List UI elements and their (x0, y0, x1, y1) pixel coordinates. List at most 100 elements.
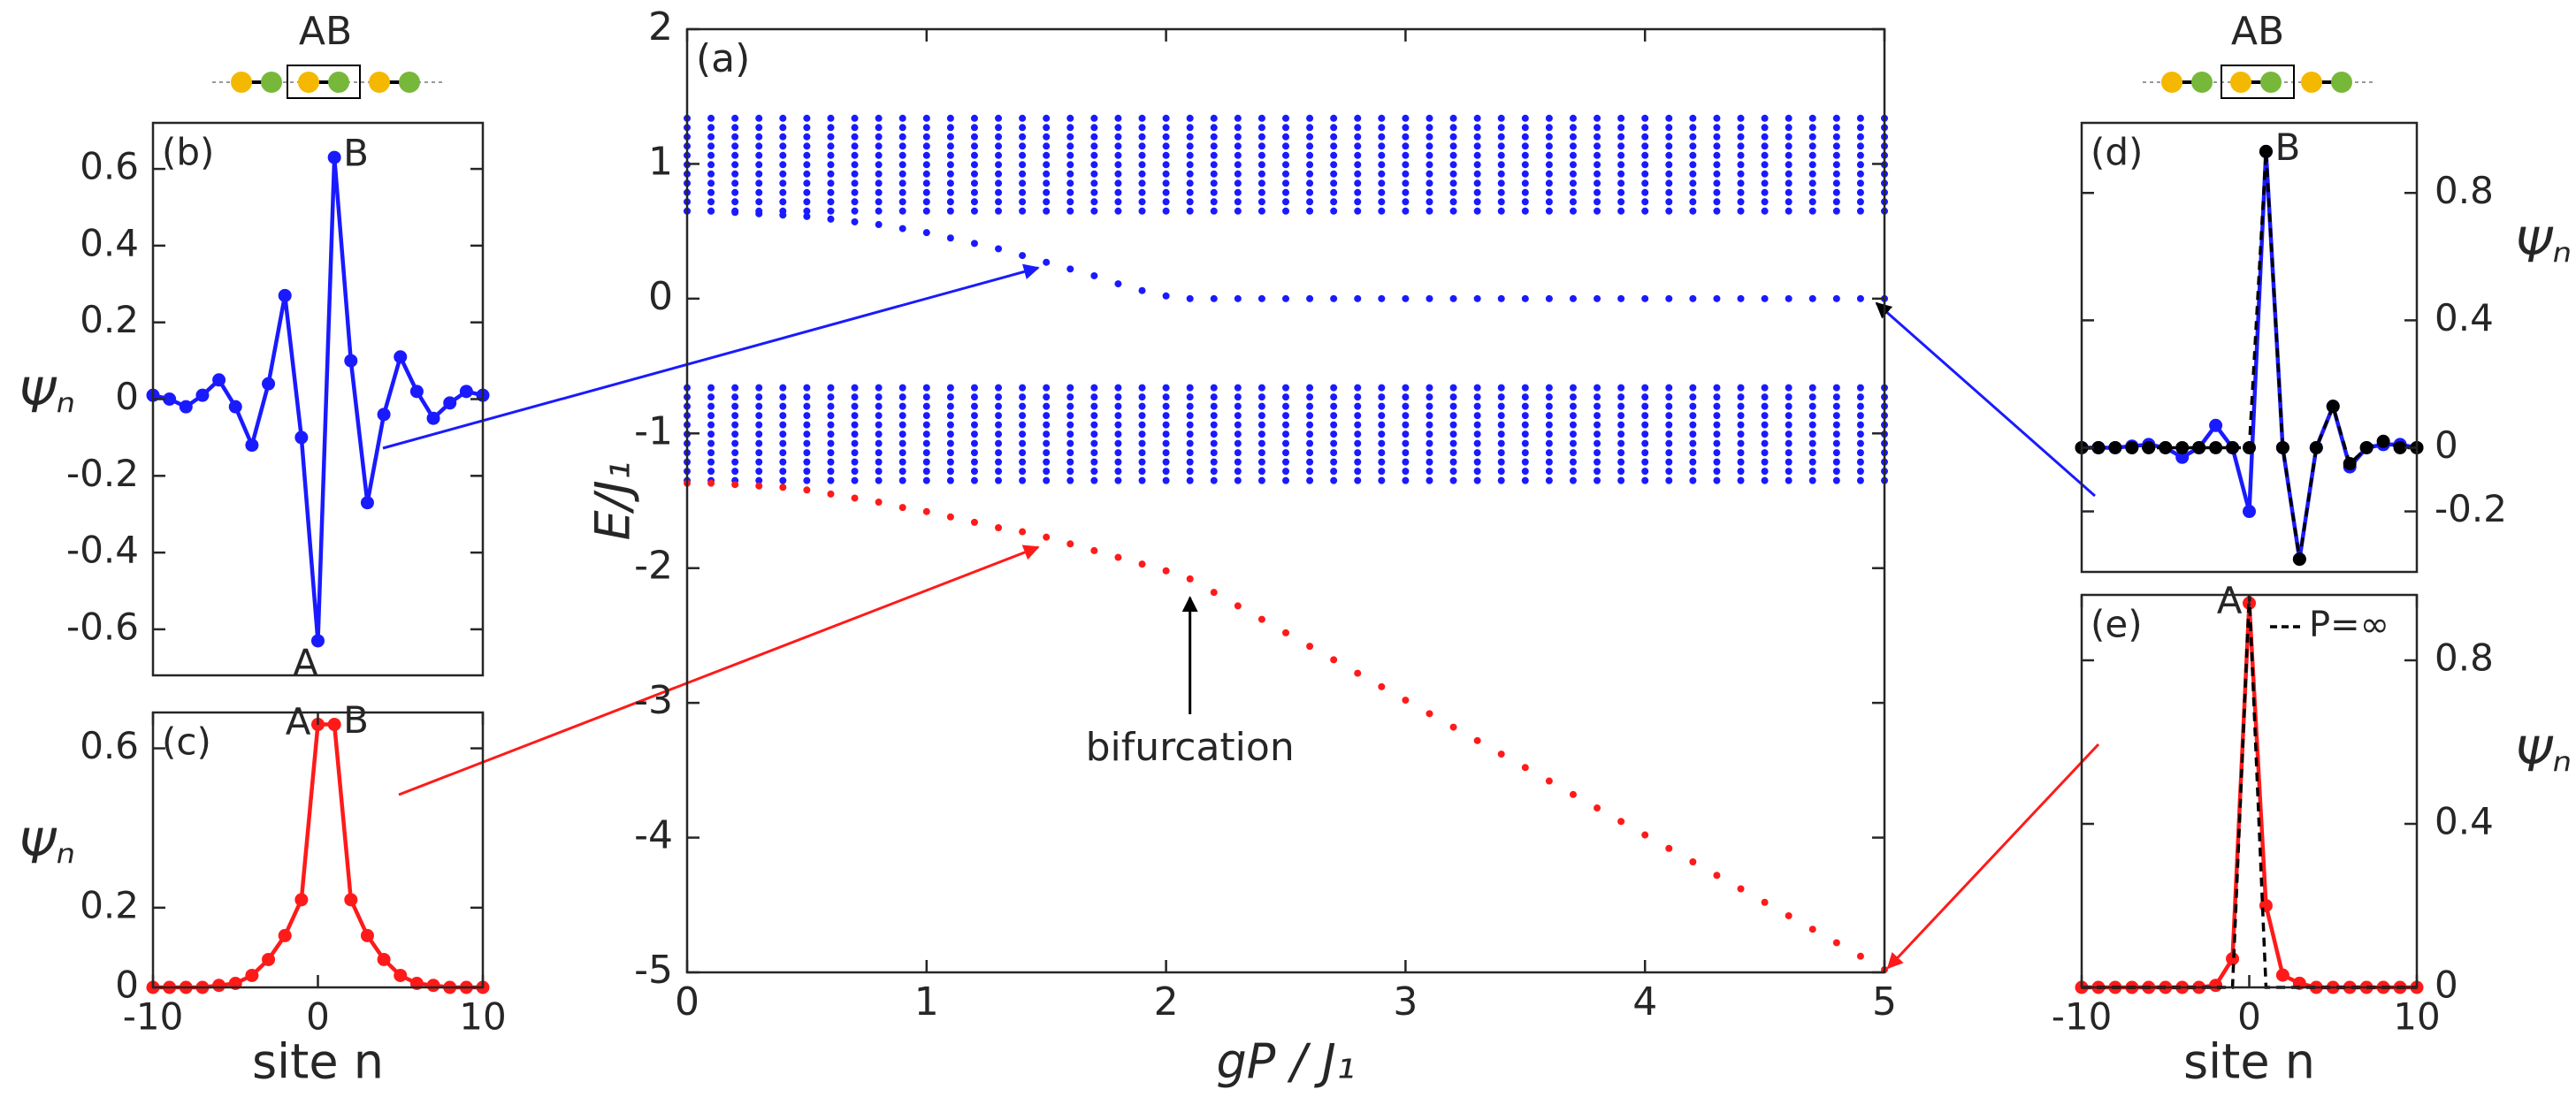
data-point (377, 952, 391, 966)
data-point (1066, 540, 1074, 548)
data-point (2326, 400, 2340, 414)
data-point (179, 400, 193, 414)
data-point (755, 482, 763, 490)
x-tick-label: -10 (2052, 995, 2113, 1039)
data-point (779, 211, 787, 219)
y-tick-label: 0 (115, 375, 139, 418)
axes-frame (2080, 593, 2419, 989)
data-point (262, 377, 276, 391)
connector-arrows (382, 263, 2100, 970)
data-point (970, 240, 978, 248)
data-point (1832, 294, 1840, 302)
data-point (875, 499, 883, 507)
data-point (2275, 968, 2289, 982)
data-point (707, 479, 715, 487)
data-point (2142, 440, 2156, 454)
data-point (851, 494, 859, 502)
data-point (1330, 656, 1338, 664)
data-point (875, 221, 883, 229)
data-point (426, 411, 440, 425)
y-tick-label: 0.8 (2435, 169, 2494, 212)
data-point (1138, 286, 1146, 294)
data-point (1808, 926, 1816, 933)
data-point (827, 490, 835, 498)
data-point (1162, 567, 1170, 575)
series-line (2082, 594, 2417, 989)
data-point (803, 212, 811, 220)
panel-label: (b) (162, 131, 214, 174)
y-tick-label: 2 (648, 4, 673, 50)
data-point (1569, 790, 1577, 798)
data-point (1426, 294, 1433, 302)
x-tick-label: 10 (459, 995, 506, 1039)
annotation: B (343, 132, 369, 175)
data-point (851, 217, 859, 225)
y-axis-label: Ψₙ (2515, 727, 2572, 782)
y-tick-label: 0 (648, 274, 673, 319)
data-point (731, 481, 739, 489)
y-tick-label: 1 (648, 139, 673, 184)
data-point (1713, 872, 1721, 880)
y-tick-label: 0.4 (2435, 296, 2494, 339)
data-point (1497, 750, 1505, 758)
data-point (1090, 271, 1098, 279)
data-point (1402, 294, 1410, 302)
data-point (1138, 560, 1146, 568)
y-tick-label: -0.4 (66, 529, 139, 572)
panel: -0.6 -0.4 -0.2 0 0.2 0.4 0.6 Ψₙ (b) A B (19, 121, 490, 684)
y-tick-label: 0.6 (80, 145, 139, 188)
y-tick-label: 0.6 (80, 724, 139, 767)
data-point (2359, 440, 2373, 454)
data-point (1761, 294, 1769, 302)
y-tick-label: 0.4 (2435, 800, 2494, 843)
data-point (1856, 294, 1864, 302)
x-axis-label: site n (252, 1034, 384, 1090)
data-point (1234, 602, 1242, 610)
y-axis-label: E/J₁ (585, 461, 641, 541)
data-point (970, 518, 978, 526)
data-point (1257, 615, 1265, 623)
panel-label: (a) (696, 36, 750, 81)
data-point (2209, 440, 2223, 454)
data-point (212, 979, 226, 993)
data-point (1737, 885, 1745, 893)
data-point (377, 408, 391, 422)
annotation: B (2274, 126, 2300, 169)
data-point (1545, 294, 1553, 302)
data-point (1785, 911, 1792, 919)
data-point (995, 245, 1003, 253)
data-point (1497, 294, 1505, 302)
data-point (459, 385, 473, 399)
data-point (1641, 294, 1649, 302)
data-point (1449, 294, 1457, 302)
data-point (409, 385, 424, 399)
x-axis-label: site n (2183, 1034, 2315, 1090)
panel-label: (c) (162, 720, 211, 764)
x-tick-label: 4 (1632, 979, 1657, 1025)
panel: -0.2 0 0.4 0.8 Ψₙ (d) B (2075, 121, 2572, 574)
data-point (245, 968, 259, 982)
annotation: A (293, 641, 318, 684)
annotation: B (343, 698, 369, 742)
data-point (1354, 669, 1362, 677)
data-point (1665, 294, 1673, 302)
annotation: A (2217, 579, 2243, 622)
data-point (1257, 294, 1265, 302)
series-line (153, 722, 483, 990)
data-point (2226, 440, 2240, 454)
data-point (2393, 440, 2407, 454)
y-axis-label: Ψₙ (2515, 217, 2572, 273)
data-point (1378, 294, 1386, 302)
data-point (360, 928, 374, 942)
annotation: A (286, 700, 311, 743)
schematic-label: AB (2231, 9, 2284, 54)
data-point (278, 928, 292, 942)
data-point (1617, 818, 1625, 826)
data-point (1330, 294, 1338, 302)
data-point (2309, 440, 2323, 454)
data-point (1426, 710, 1433, 718)
x-tick-label: 1 (914, 979, 939, 1025)
data-point (2192, 440, 2206, 454)
data-point (1665, 844, 1673, 852)
